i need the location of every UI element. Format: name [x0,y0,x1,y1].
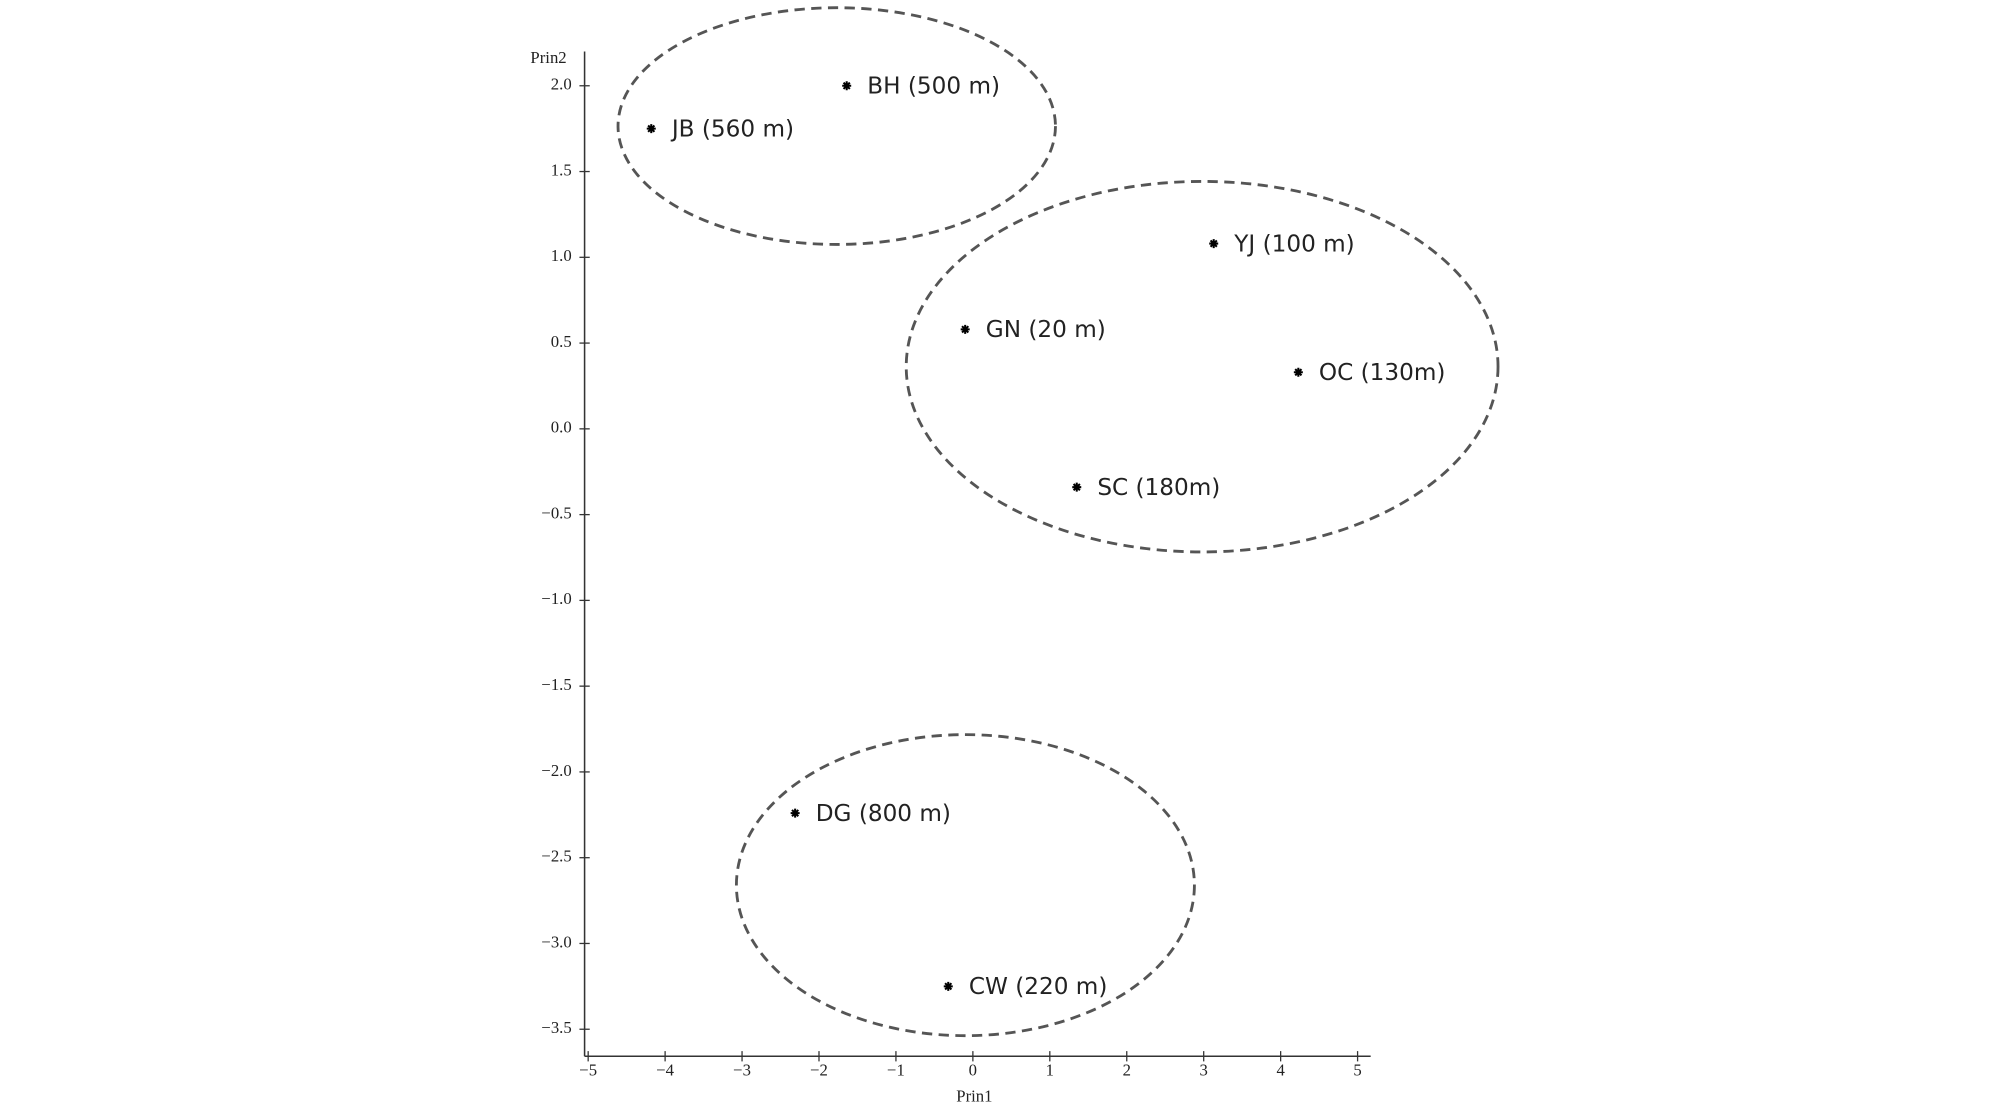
y-axis-label: Prin2 [530,48,566,67]
point [790,808,800,818]
point [960,324,970,334]
x-tick-label: 0 [969,1061,977,1080]
point [646,124,656,134]
x-axis-label: Prin1 [956,1086,992,1105]
y-tick-label: 0.5 [551,332,572,351]
y-tick-label: −1.5 [541,675,571,694]
y-tick-label: 1.5 [551,160,572,179]
x-tick-label: 5 [1353,1061,1361,1080]
y-tick-label: −3.5 [541,1018,571,1037]
x-tick-label: 2 [1123,1061,1131,1080]
y-tick-label: −2.5 [541,847,571,866]
x-tick-label: −2 [810,1061,828,1080]
point-label: SC (180m) [1097,475,1220,501]
point [943,981,953,991]
point [1293,367,1303,377]
point [1072,482,1082,492]
point [842,81,852,91]
y-tick-label: −0.5 [541,503,571,522]
x-tick-label: 3 [1200,1061,1208,1080]
x-tick-label: −4 [656,1061,674,1080]
cluster-ellipse [734,733,1196,1038]
y-tick-label: −1.0 [541,589,571,608]
point-label: DG (800 m) [816,801,951,827]
point-label: YJ (100 m) [1233,231,1354,257]
y-tick-label: −2.0 [541,761,571,780]
x-tick-label: 4 [1276,1061,1285,1080]
point-label: BH (500 m) [867,74,1000,100]
x-tick-label: −5 [579,1061,597,1080]
x-tick-label: −1 [887,1061,905,1080]
cluster-ellipse [616,6,1057,246]
point-label: GN (20 m) [986,317,1106,343]
cluster-ellipse [904,179,1500,554]
point-label: JB (560 m) [670,116,794,142]
x-tick-label: 1 [1046,1061,1054,1080]
y-tick-label: 2.0 [551,75,572,94]
y-tick-label: 1.0 [551,246,572,265]
point [1209,239,1219,249]
point-label: CW (220 m) [969,974,1108,1000]
x-tick-label: −3 [733,1061,751,1080]
y-tick-label: −3.0 [541,932,571,951]
point-label: OC (130m) [1319,360,1446,386]
y-tick-label: 0.0 [551,418,572,437]
